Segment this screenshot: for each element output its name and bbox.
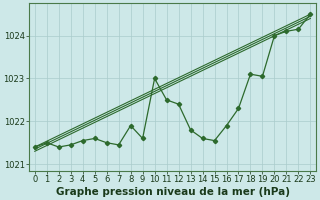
X-axis label: Graphe pression niveau de la mer (hPa): Graphe pression niveau de la mer (hPa) [56, 187, 290, 197]
